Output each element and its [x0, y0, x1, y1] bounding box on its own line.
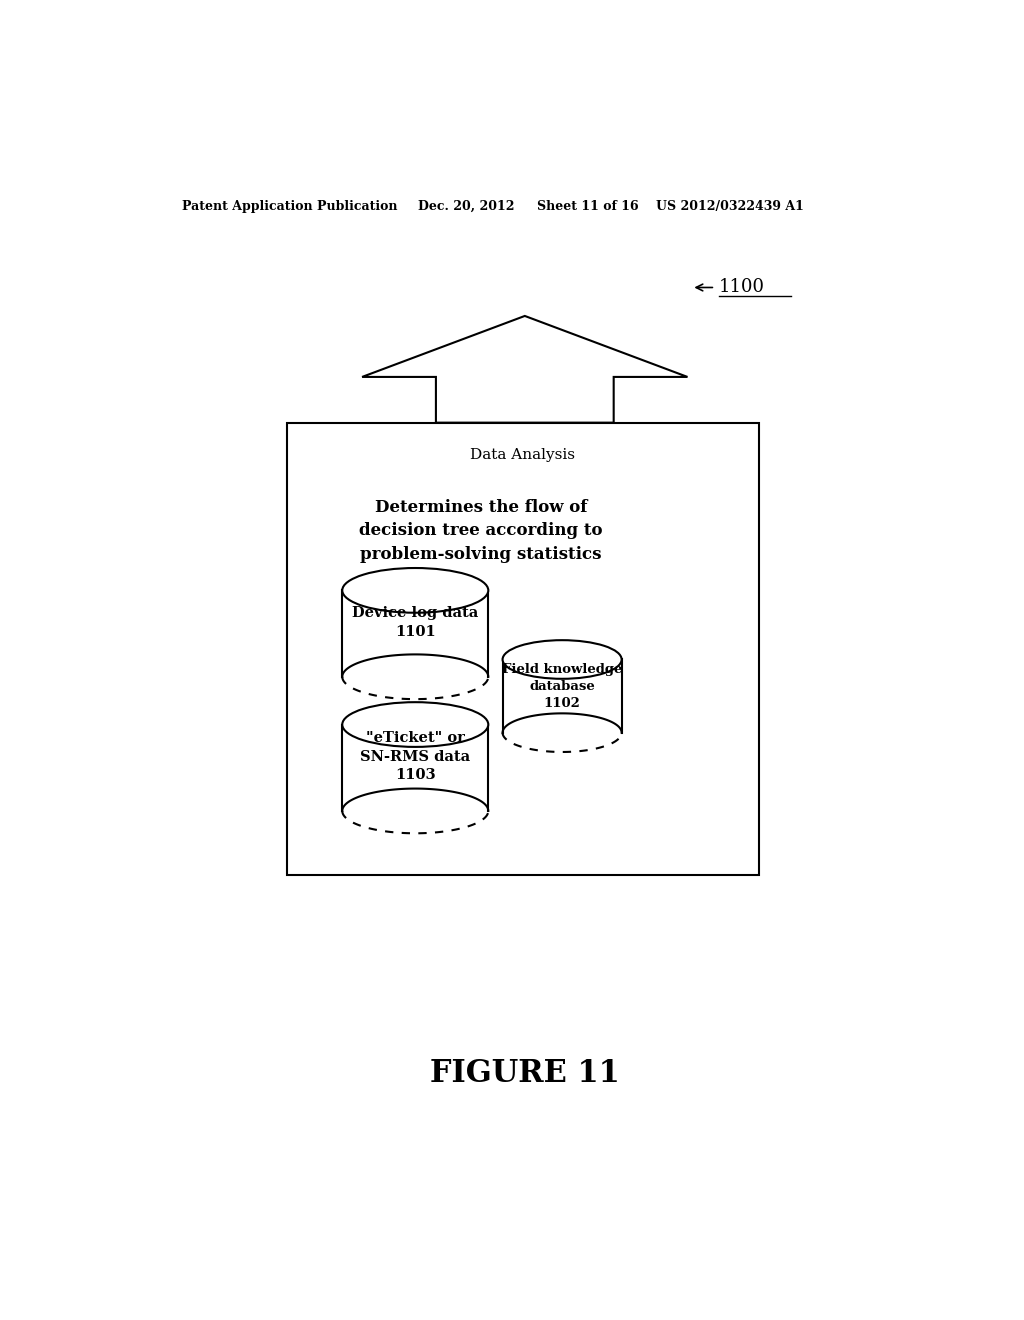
Text: Dec. 20, 2012: Dec. 20, 2012: [418, 199, 514, 213]
Polygon shape: [342, 590, 488, 677]
Text: 1100: 1100: [719, 279, 765, 297]
Text: Field knowledge
database
1102: Field knowledge database 1102: [502, 663, 623, 710]
Ellipse shape: [342, 702, 488, 747]
Text: Determines the flow of
decision tree according to
problem-solving statistics: Determines the flow of decision tree acc…: [359, 499, 603, 562]
Text: Patent Application Publication: Patent Application Publication: [182, 199, 397, 213]
Text: FIGURE 11: FIGURE 11: [430, 1057, 620, 1089]
Text: Data Analysis: Data Analysis: [470, 447, 574, 462]
Text: "eTicket" or
SN-RMS data
1103: "eTicket" or SN-RMS data 1103: [360, 731, 470, 781]
Text: US 2012/0322439 A1: US 2012/0322439 A1: [655, 199, 804, 213]
Ellipse shape: [342, 568, 488, 612]
Text: Device log data
1101: Device log data 1101: [352, 606, 478, 639]
Polygon shape: [503, 660, 622, 733]
Ellipse shape: [503, 640, 622, 678]
Text: Sheet 11 of 16: Sheet 11 of 16: [537, 199, 638, 213]
Polygon shape: [342, 725, 488, 810]
